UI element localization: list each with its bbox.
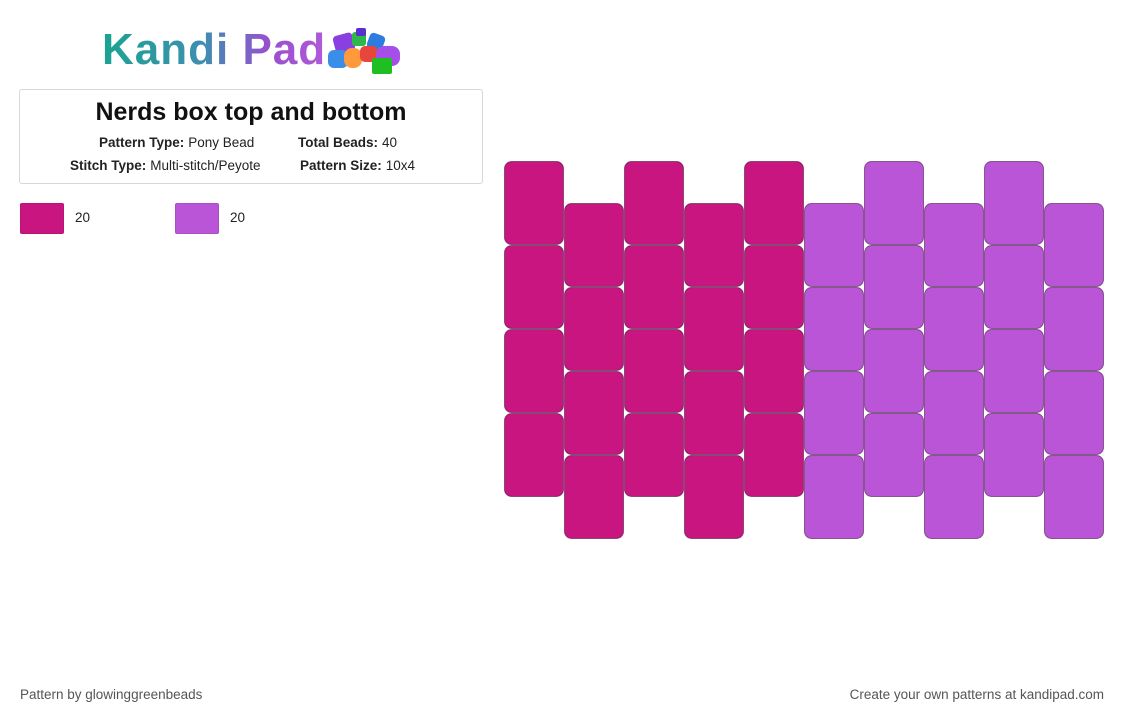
bead-c10-r4 [1044,455,1104,539]
bead-c5-r4 [744,413,804,497]
pattern-type-row: Pattern Type: Pony Bead [99,135,254,150]
bead-c3-r4 [624,413,684,497]
bead-c9-r4 [984,413,1044,497]
bead-c4-r4 [684,455,744,539]
bead-c4-r2 [684,287,744,371]
bead-c5-r3 [744,329,804,413]
bead-c7-r4 [864,413,924,497]
color-count-purple: 20 [230,210,246,225]
bead-c6-r4 [804,455,864,539]
bead-c8-r3 [924,371,984,455]
color-count-magenta: 20 [75,210,91,225]
bead-c2-r4 [564,455,624,539]
pattern-credit: Pattern by glowinggreenbeads [20,687,203,702]
bead-c1-r4 [504,413,564,497]
logo-text: Kandi Pad [102,25,327,74]
bead-c3-r3 [624,329,684,413]
bead-c6-r3 [804,371,864,455]
bead-c3-r1 [624,161,684,245]
bead-c9-r3 [984,329,1044,413]
pattern-title: Nerds box top and bottom [95,98,407,126]
bead-c9-r2 [984,245,1044,329]
bead-c4-r1 [684,203,744,287]
pattern-type-label: Pattern Type: [99,135,185,150]
bead-c10-r3 [1044,371,1104,455]
stitch-type-value: Multi-stitch/Peyote [150,158,261,173]
total-beads-value: 40 [382,135,398,150]
bead-c10-r2 [1044,287,1104,371]
bead-c5-r2 [744,245,804,329]
bead-c7-r1 [864,161,924,245]
color-swatch-magenta [20,203,64,234]
pattern-info-panel: Nerds box top and bottom Pattern Type: Po… [19,89,483,184]
bead-c2-r2 [564,287,624,371]
color-swatch-purple [175,203,219,234]
bead-c8-r4 [924,455,984,539]
bead-c10-r1 [1044,203,1104,287]
total-beads-row: Total Beads: 40 [298,135,397,150]
bead-c8-r1 [924,203,984,287]
bead-c6-r1 [804,203,864,287]
pattern-size-value: 10x4 [385,158,416,173]
bead-c3-r2 [624,245,684,329]
bead-c8-r2 [924,287,984,371]
bead-c2-r1 [564,203,624,287]
pattern-size-row: Pattern Size: 10x4 [300,158,415,173]
bead-pile-icon [328,28,400,74]
pattern-size-label: Pattern Size: [300,158,382,173]
bead-c6-r2 [804,287,864,371]
stitch-type-label: Stitch Type: [70,158,147,173]
bead-c1-r3 [504,329,564,413]
bead-c4-r3 [684,371,744,455]
kandipad-promo-link[interactable]: Create your own patterns at kandipad.com [849,687,1104,702]
bead-c7-r3 [864,329,924,413]
total-beads-label: Total Beads: [298,135,379,150]
bead-c5-r1 [744,161,804,245]
bead-c1-r1 [504,161,564,245]
kandi-pad-logo[interactable]: Kandi Pad [102,26,404,78]
bead-c1-r2 [504,245,564,329]
bead-c2-r3 [564,371,624,455]
stitch-type-row: Stitch Type: Multi-stitch/Peyote [70,158,261,173]
pattern-type-value: Pony Bead [188,135,255,150]
bead-c9-r1 [984,161,1044,245]
bead-c7-r2 [864,245,924,329]
